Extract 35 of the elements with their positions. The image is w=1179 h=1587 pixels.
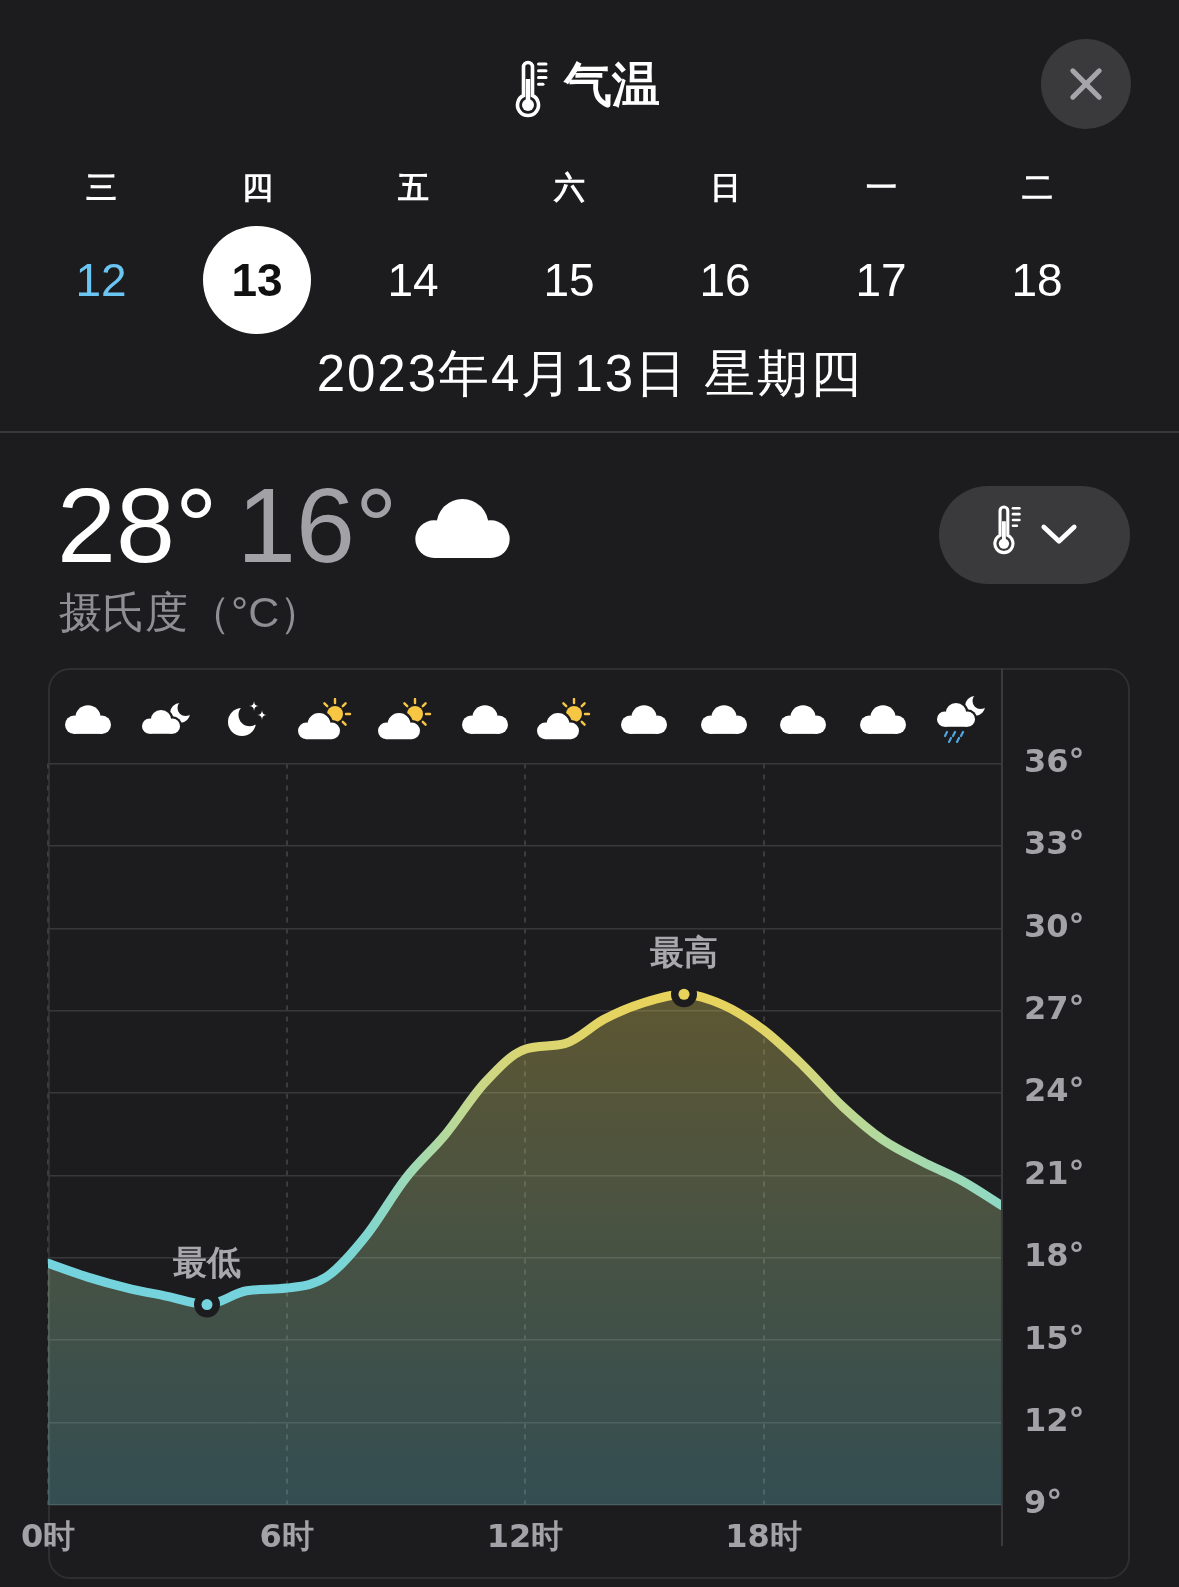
y-tick-label: 33° [1024,824,1085,863]
y-tick-label: 18° [1024,1236,1085,1275]
text: 17 [855,253,907,307]
y-tick-label: 15° [1024,1318,1085,1357]
text: 二 [1021,169,1053,207]
text: 12 [75,253,127,307]
y-tick-label: 30° [1024,906,1085,945]
x-tick-label: 0时 [20,1516,76,1555]
text: 日 [709,169,741,207]
text: 一 [865,169,897,207]
text: 15 [543,253,595,307]
y-tick-label: 27° [1024,989,1085,1028]
text: 14 [387,253,439,307]
y-tick-label: 36° [1024,741,1085,780]
text: 13 [231,253,283,307]
text: 16° [237,466,398,584]
text: 六 [553,169,585,207]
chart-title: 气温 [564,57,660,113]
text: 18 [1011,253,1063,307]
x-tick-label: 18时 [725,1516,802,1555]
x-tick-label: 12时 [486,1516,564,1555]
annotation: 最低 [173,1242,241,1283]
y-tick-label: 12° [1024,1400,1085,1439]
y-tick-label: 24° [1024,1071,1085,1110]
text: 28° [57,466,218,584]
text: 四 [241,169,273,207]
y-tick-label: 9° [1024,1483,1063,1522]
text: 16 [699,253,751,307]
chart-subtitle: 2023年4月13日 星期四 [316,344,864,404]
text: 五 [397,169,429,207]
text: 三 [85,169,117,207]
x-tick-label: 6时 [259,1516,314,1555]
annotation: 最高 [650,932,718,973]
y-tick-label: 21° [1024,1153,1085,1192]
text: 摄氏度（°C） [59,587,323,637]
